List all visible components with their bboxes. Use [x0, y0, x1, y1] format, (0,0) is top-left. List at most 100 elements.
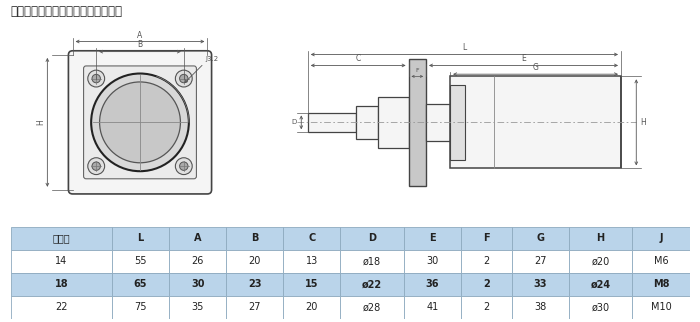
Text: 41: 41	[426, 302, 439, 312]
Text: 2: 2	[483, 279, 490, 289]
Text: 75: 75	[134, 302, 147, 312]
Bar	[112, 250, 169, 273]
Text: 2: 2	[483, 302, 489, 312]
Text: ø18: ø18	[363, 256, 382, 266]
Bar	[461, 296, 512, 319]
Text: B: B	[251, 233, 258, 243]
Bar	[569, 250, 632, 273]
Bar	[569, 227, 632, 250]
Text: ø24: ø24	[591, 279, 610, 289]
Bar	[112, 227, 169, 250]
Circle shape	[91, 73, 189, 171]
Bar	[512, 250, 569, 273]
Bar	[512, 227, 569, 250]
Text: L: L	[137, 233, 144, 243]
Bar	[356, 106, 378, 139]
Text: 27: 27	[534, 256, 547, 266]
Bar	[284, 296, 340, 319]
Circle shape	[88, 158, 104, 175]
Bar	[461, 273, 512, 296]
Text: 插座：墙式安装（尾部外螺纹连接）: 插座：墙式安装（尾部外螺纹连接）	[10, 5, 122, 18]
Bar	[112, 296, 169, 319]
Text: 36: 36	[426, 279, 439, 289]
Text: M10: M10	[650, 302, 671, 312]
Text: B: B	[137, 40, 143, 49]
Text: 14: 14	[55, 256, 67, 266]
Text: 2: 2	[483, 256, 489, 266]
Bar	[632, 227, 690, 250]
Bar	[378, 97, 409, 147]
Text: C: C	[308, 233, 316, 243]
Bar	[426, 104, 450, 141]
Text: 33: 33	[533, 279, 547, 289]
Text: H: H	[36, 119, 45, 125]
Bar	[450, 76, 621, 168]
Bar	[404, 273, 461, 296]
Bar	[10, 250, 112, 273]
Bar	[632, 273, 690, 296]
Circle shape	[92, 162, 100, 170]
Bar	[10, 296, 112, 319]
Text: L: L	[462, 43, 466, 52]
Text: H: H	[640, 118, 646, 127]
Bar	[569, 296, 632, 319]
Text: 13: 13	[306, 256, 318, 266]
Bar	[10, 227, 112, 250]
Text: 23: 23	[248, 279, 262, 289]
Bar	[512, 273, 569, 296]
Bar	[450, 85, 466, 160]
Bar	[404, 296, 461, 319]
Bar	[340, 296, 404, 319]
Text: ø22: ø22	[362, 279, 382, 289]
Bar	[632, 296, 690, 319]
Circle shape	[88, 70, 104, 87]
Bar	[112, 273, 169, 296]
Text: J: J	[659, 233, 663, 243]
Text: D: D	[292, 119, 297, 125]
Text: G: G	[536, 233, 545, 243]
FancyBboxPatch shape	[69, 51, 211, 194]
Bar	[284, 227, 340, 250]
Text: G: G	[533, 62, 538, 71]
Text: J3.2: J3.2	[206, 56, 219, 62]
Circle shape	[176, 70, 192, 87]
Circle shape	[180, 74, 188, 83]
Text: 22: 22	[55, 302, 67, 312]
Text: M8: M8	[652, 279, 669, 289]
Text: 38: 38	[534, 302, 547, 312]
Bar	[226, 250, 284, 273]
Bar	[569, 273, 632, 296]
Bar	[169, 296, 226, 319]
Bar	[404, 250, 461, 273]
Bar	[226, 227, 284, 250]
Text: ø28: ø28	[363, 302, 382, 312]
Bar	[461, 227, 512, 250]
Text: 18: 18	[55, 279, 68, 289]
Circle shape	[92, 74, 100, 83]
Bar	[632, 250, 690, 273]
Bar	[340, 227, 404, 250]
Circle shape	[99, 82, 181, 163]
Text: D: D	[368, 233, 376, 243]
Bar	[284, 250, 340, 273]
Text: C: C	[356, 54, 360, 63]
Text: F: F	[416, 68, 419, 73]
Text: 30: 30	[191, 279, 204, 289]
Text: 20: 20	[306, 302, 318, 312]
Text: E: E	[521, 54, 526, 63]
Text: A: A	[137, 31, 143, 40]
Text: 27: 27	[248, 302, 261, 312]
Bar	[308, 112, 356, 132]
Bar	[226, 296, 284, 319]
Text: F: F	[483, 233, 490, 243]
FancyBboxPatch shape	[83, 66, 197, 179]
Bar	[10, 273, 112, 296]
Text: ø30: ø30	[592, 302, 610, 312]
Text: 55: 55	[134, 256, 147, 266]
Bar	[169, 273, 226, 296]
Bar	[284, 273, 340, 296]
Circle shape	[176, 158, 192, 175]
Text: 15: 15	[305, 279, 318, 289]
Bar	[512, 296, 569, 319]
Text: 壳体号: 壳体号	[52, 233, 70, 243]
